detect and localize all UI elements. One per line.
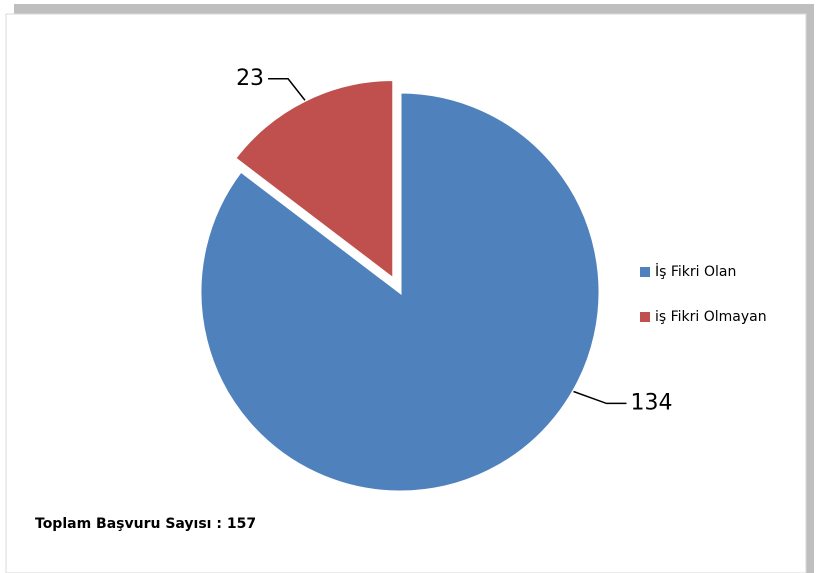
data-label: 134 [630, 390, 672, 415]
legend-label: İş Fikri Olan [655, 262, 736, 280]
legend-swatch [640, 312, 650, 322]
data-label: 23 [236, 66, 264, 91]
pie-slice [198, 90, 602, 494]
leader-line [573, 390, 627, 405]
legend-swatch [640, 267, 650, 277]
annotation: Toplam Başvuru Sayısı : 157 [35, 516, 256, 532]
leader-line [268, 78, 306, 101]
legend-label: iş Fikri Olmayan [655, 309, 767, 325]
pie-slice [232, 77, 396, 283]
